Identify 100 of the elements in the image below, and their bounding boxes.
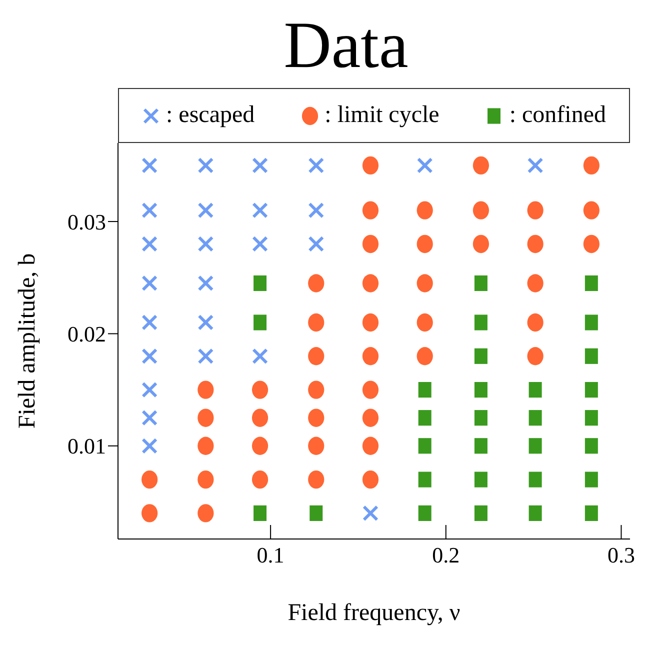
point (362, 470, 379, 489)
point (362, 380, 379, 399)
point (362, 156, 379, 175)
point (308, 436, 324, 455)
y-tick-label: 0.02 (68, 322, 106, 347)
point (252, 236, 268, 252)
point (308, 347, 324, 366)
point (362, 201, 379, 220)
point (142, 314, 158, 330)
point (198, 314, 214, 330)
point (474, 382, 488, 398)
point (583, 201, 600, 220)
point (142, 348, 158, 364)
point (416, 234, 433, 254)
point (142, 275, 158, 292)
point (142, 236, 158, 252)
point (528, 438, 542, 454)
point (252, 470, 268, 489)
point (252, 436, 268, 455)
point (472, 201, 490, 220)
point (308, 274, 324, 292)
y-axis-title: Field amplitude, b (14, 253, 41, 429)
point (528, 382, 542, 398)
point (198, 275, 214, 292)
point (142, 470, 158, 489)
point (474, 275, 488, 292)
chart-title: Data (282, 8, 410, 84)
point (310, 505, 323, 521)
point (198, 348, 214, 364)
point (474, 348, 488, 364)
point (416, 201, 433, 220)
point (474, 472, 488, 488)
x-tick-label: 0.2 (432, 542, 460, 568)
point (418, 472, 432, 488)
point (198, 236, 214, 252)
legend-label: : escaped (166, 102, 255, 129)
point (252, 380, 268, 399)
x-tick-label: 0.3 (607, 542, 635, 568)
point (527, 201, 544, 220)
point (308, 236, 324, 252)
point (362, 313, 379, 332)
point (198, 436, 214, 455)
point (418, 438, 432, 454)
point (308, 380, 324, 399)
point (198, 408, 214, 427)
point (254, 314, 267, 330)
point (472, 156, 490, 175)
point (142, 157, 158, 174)
point (142, 438, 158, 454)
point (527, 234, 544, 254)
x-tick-label: 0.1 (256, 542, 284, 568)
point (308, 470, 324, 489)
point (308, 157, 324, 174)
point (416, 274, 433, 292)
point (527, 157, 544, 174)
point (416, 157, 433, 174)
point (142, 382, 158, 398)
point (418, 410, 432, 426)
point (308, 202, 324, 218)
point (584, 314, 598, 330)
y-tick-label: 0.01 (68, 434, 106, 459)
point (528, 410, 542, 426)
point (527, 274, 544, 292)
point (142, 504, 158, 522)
point (584, 348, 598, 364)
point (308, 408, 324, 427)
point (252, 157, 268, 174)
point (198, 202, 214, 218)
point (252, 202, 268, 218)
point (584, 472, 598, 488)
legend-label: : limit cycle (324, 102, 440, 129)
point (474, 438, 488, 454)
point (472, 234, 490, 254)
point (528, 472, 542, 488)
point (416, 347, 433, 366)
point (584, 505, 598, 521)
legend-label: : confined (509, 102, 606, 129)
point (362, 234, 379, 254)
point (362, 505, 378, 522)
point (198, 504, 214, 522)
point (254, 275, 267, 292)
point (254, 505, 267, 521)
point (418, 505, 432, 521)
point (362, 408, 379, 427)
point (198, 157, 214, 174)
point (584, 438, 598, 454)
point (583, 156, 600, 175)
point (142, 410, 158, 426)
point (362, 347, 379, 366)
y-tick-label: 0.03 (68, 209, 106, 234)
x-axis-title: Field frequency, ν (288, 600, 460, 626)
point (198, 380, 214, 399)
point (198, 470, 214, 489)
point (362, 436, 379, 455)
point (584, 275, 598, 292)
point (416, 313, 433, 332)
point (527, 347, 544, 366)
point (527, 313, 544, 332)
point (474, 410, 488, 426)
point (584, 410, 598, 426)
